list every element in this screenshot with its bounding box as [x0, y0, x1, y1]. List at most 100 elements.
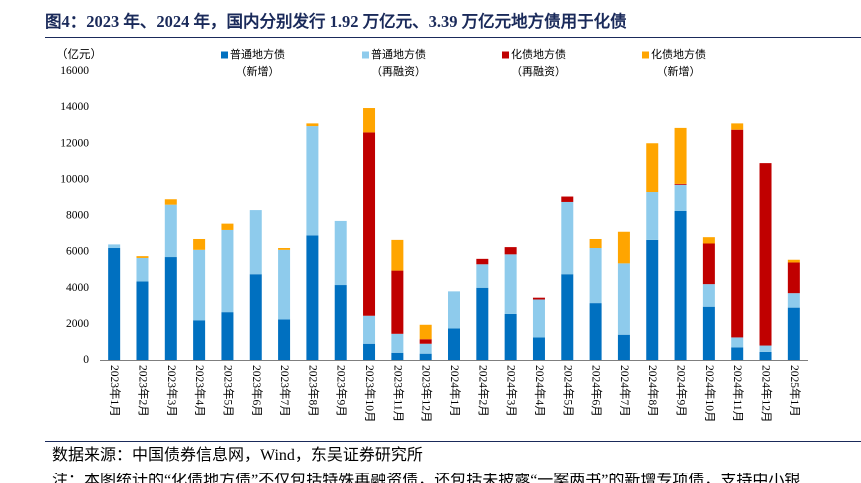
bar-ordinary-new-3: [164, 257, 177, 360]
bar-debt-resolution-refinancing-23: [731, 129, 744, 338]
y-tick-label-16000: 16000: [60, 65, 89, 77]
bar-ordinary-refinancing-21: [674, 184, 687, 211]
figure-title: 图4：2023 年、2024 年，国内分别发行 1.92 万亿元、3.39 万亿…: [45, 12, 627, 31]
legend-label-debt-resolution-refinancing: 化债地方债: [511, 47, 566, 61]
bar-debt-resolution-new-18: [589, 238, 602, 249]
x-tick-label-3: 2023年3月: [165, 365, 179, 417]
bar-ordinary-new-14: [476, 287, 489, 360]
y-tick-label-10000: 10000: [60, 173, 89, 185]
x-tick-label-18: 2024年6月: [590, 365, 604, 417]
bar-ordinary-refinancing-1: [108, 244, 121, 249]
legend-swatch-ordinary-refinancing: [362, 51, 369, 59]
x-tick-label-6: 2023年6月: [250, 365, 264, 417]
bar-ordinary-new-15: [504, 313, 517, 360]
bar-ordinary-refinancing-13: [448, 291, 460, 329]
bar-debt-resolution-refinancing-16: [532, 297, 545, 300]
y-axis-tick-labels: 0 2000 4000 6000 8000 10000 12000 14000 16000: [60, 65, 89, 366]
x-tick-label-12: 2023年12月: [420, 365, 434, 423]
x-tick-label-7: 2023年7月: [278, 365, 292, 417]
x-axis-tick-labels: 2023年1月 2023年2月 2023年3月 2023年4月 2023年5月 2023年…: [108, 365, 802, 423]
x-tick-label-9: 2023年9月: [335, 365, 349, 417]
legend-swatch-debt-resolution-refinancing: [502, 51, 509, 59]
bar-ordinary-new-24: [759, 351, 772, 360]
bar-ordinary-refinancing-23: [731, 337, 744, 348]
bar-ordinary-refinancing-4: [193, 249, 206, 321]
x-tick-label-22: 2024年10月: [703, 365, 717, 423]
bar-debt-resolution-new-8: [306, 123, 319, 127]
bar-debt-resolution-new-5: [221, 223, 234, 230]
bar-ordinary-refinancing-14: [476, 264, 489, 288]
bar-ordinary-new-18: [589, 303, 602, 360]
x-tick-label-19: 2024年7月: [618, 365, 632, 417]
x-tick-label-20: 2024年8月: [646, 365, 660, 417]
bar-ordinary-new-21: [674, 210, 687, 360]
bar-ordinary-refinancing-17: [561, 201, 574, 275]
bar-debt-resolution-new-21: [674, 127, 687, 184]
legend-swatch-debt-resolution-new: [642, 51, 649, 59]
x-tick-label-10: 2023年10月: [363, 365, 377, 423]
stacked-bar-chart: （亿元） 普通地方债 （新增） 普通地方债 （再融资） 化债地方债 （再融资） 化债地方债 （…: [56, 47, 808, 423]
bar-debt-resolution-new-3: [164, 199, 177, 205]
x-tick-label-16: 2024年4月: [533, 365, 547, 417]
legend-label-debt-resolution-new: 化债地方债: [651, 47, 706, 61]
bar-ordinary-refinancing-9: [334, 220, 347, 286]
bar-debt-resolution-refinancing-12: [419, 339, 432, 344]
legend-qualifier-ordinary-new: （新增）: [236, 64, 280, 78]
bar-ordinary-new-10: [363, 343, 376, 360]
bar-debt-resolution-new-22: [702, 237, 715, 244]
figure-note: 注：本图统计的“化债地方债”不仅包括特殊再融资债，还包括未披露“一案两书”的新增…: [52, 473, 801, 483]
bar-ordinary-refinancing-18: [589, 248, 602, 304]
legend-label-ordinary-new: 普通地方债: [230, 47, 285, 61]
x-tick-label-8: 2023年8月: [306, 365, 320, 417]
bar-ordinary-refinancing-11: [391, 333, 404, 353]
bar-ordinary-new-16: [532, 337, 545, 360]
x-tick-label-5: 2023年5月: [221, 365, 235, 417]
bar-ordinary-refinancing-5: [221, 229, 234, 313]
x-tick-label-2: 2023年2月: [136, 365, 150, 417]
bar-ordinary-new-6: [249, 274, 262, 360]
bar-ordinary-refinancing-3: [164, 204, 177, 258]
bar-ordinary-refinancing-12: [419, 343, 432, 354]
x-tick-label-11: 2023年11月: [391, 365, 405, 422]
bar-ordinary-refinancing-20: [646, 192, 659, 240]
bar-ordinary-new-13: [448, 328, 460, 360]
bars: [108, 108, 800, 360]
bar-debt-resolution-refinancing-21: [674, 183, 687, 185]
bar-ordinary-new-12: [419, 353, 432, 360]
x-tick-label-25: 2025年1月: [788, 365, 802, 417]
legend: 普通地方债 （新增） 普通地方债 （再融资） 化债地方债 （再融资） 化债地方债 （新增）: [221, 47, 706, 78]
bar-ordinary-new-7: [278, 319, 291, 360]
bar-ordinary-refinancing-10: [363, 315, 376, 344]
bar-debt-resolution-new-2: [136, 256, 149, 258]
bar-debt-resolution-new-12: [419, 324, 432, 340]
bar-ordinary-new-9: [334, 285, 347, 360]
x-tick-label-23: 2024年11月: [731, 365, 745, 422]
bar-debt-resolution-refinancing-24: [759, 163, 772, 346]
bar-ordinary-new-4: [193, 320, 206, 360]
legend-swatch-ordinary-new: [221, 51, 228, 59]
y-tick-label-6000: 6000: [66, 246, 89, 258]
bar-ordinary-new-22: [702, 306, 715, 360]
x-tick-label-4: 2023年4月: [193, 365, 207, 417]
x-tick-label-13: 2024年1月: [448, 365, 462, 417]
bar-debt-resolution-new-10: [363, 108, 376, 133]
bar-ordinary-refinancing-22: [702, 284, 715, 307]
y-tick-label-4000: 4000: [66, 282, 89, 294]
bar-ordinary-new-1: [108, 248, 121, 360]
data-source: 数据来源：中国债券信息网，Wind，东吴证券研究所: [52, 447, 423, 464]
bar-ordinary-new-2: [136, 281, 149, 360]
bar-ordinary-new-25: [787, 307, 800, 360]
bar-debt-resolution-new-11: [391, 239, 404, 271]
y-axis-unit-label: （亿元）: [56, 48, 102, 61]
x-tick-label-15: 2024年3月: [505, 365, 519, 417]
y-tick-label-0: 0: [83, 354, 89, 366]
source-rule: [45, 441, 861, 442]
bar-ordinary-refinancing-15: [504, 254, 517, 314]
bar-debt-resolution-refinancing-14: [476, 258, 489, 265]
legend-qualifier-debt-resolution-new: （新增）: [657, 64, 701, 78]
bar-ordinary-refinancing-25: [787, 293, 800, 308]
bar-ordinary-new-17: [561, 274, 574, 360]
bar-debt-resolution-refinancing-17: [561, 196, 574, 202]
bar-ordinary-refinancing-8: [306, 126, 319, 236]
